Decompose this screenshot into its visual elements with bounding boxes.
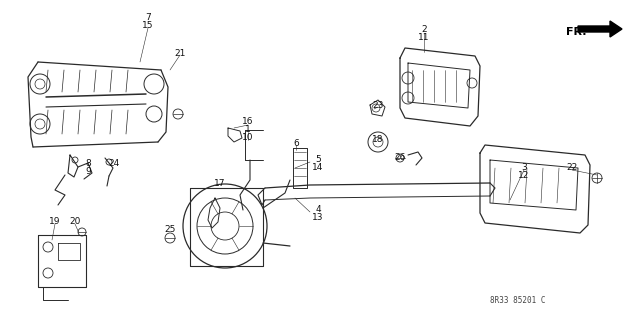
Text: 23: 23 — [372, 100, 384, 109]
Text: 10: 10 — [243, 133, 253, 143]
Polygon shape — [578, 21, 622, 37]
Text: 16: 16 — [243, 117, 253, 127]
Text: 4: 4 — [315, 205, 321, 214]
Text: 21: 21 — [174, 48, 186, 57]
Text: 15: 15 — [142, 21, 154, 31]
Text: 19: 19 — [49, 218, 61, 226]
Text: 3: 3 — [521, 164, 527, 173]
Text: 25: 25 — [164, 226, 176, 234]
Text: 8R33 85201 C: 8R33 85201 C — [490, 296, 545, 305]
Text: 7: 7 — [145, 13, 151, 23]
Text: FR.: FR. — [566, 27, 586, 37]
Text: 17: 17 — [214, 179, 226, 188]
Text: 20: 20 — [69, 218, 81, 226]
Text: 18: 18 — [372, 136, 384, 145]
Text: 13: 13 — [312, 213, 324, 222]
Text: 8: 8 — [85, 159, 91, 167]
Text: 11: 11 — [419, 33, 429, 42]
Text: 12: 12 — [518, 172, 530, 181]
Text: 26: 26 — [394, 152, 406, 161]
Text: 5: 5 — [315, 155, 321, 165]
Text: 1: 1 — [245, 125, 251, 135]
Text: 9: 9 — [85, 167, 91, 175]
Text: 2: 2 — [421, 26, 427, 34]
Text: 6: 6 — [293, 138, 299, 147]
Text: 22: 22 — [566, 164, 578, 173]
Text: 14: 14 — [312, 164, 324, 173]
Text: 24: 24 — [108, 159, 120, 167]
